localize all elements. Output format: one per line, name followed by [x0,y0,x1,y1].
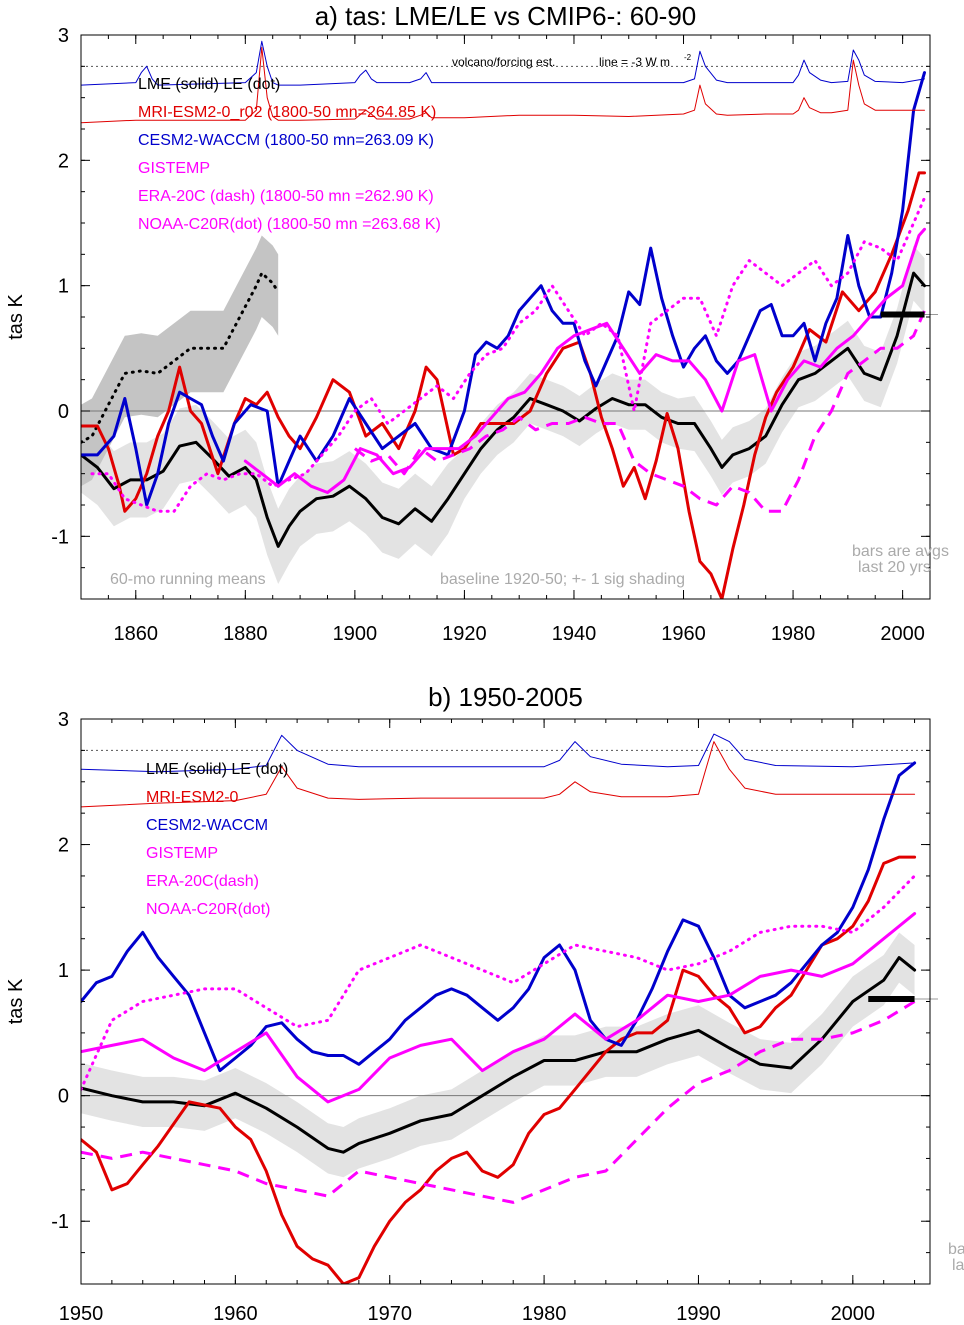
series-noaa [81,874,917,1091]
x-tick-label: 1970 [367,1303,412,1325]
series-volc_blue [81,40,925,86]
y-tick-label: 1 [58,276,69,298]
legend-entry: GISTEMP [146,845,218,862]
series-gistemp [243,227,926,494]
x-tick-label: 1920 [442,623,487,645]
series-noaa [90,196,926,513]
series-volc_red [81,741,916,808]
series-volc_blue [81,733,916,773]
x-tick-label: 1940 [552,623,597,645]
annotation-baseline: baseline 1920-50; +- 1 sig shading [440,571,685,588]
chart-panel-a: 1860 1880 1900 1920 1940 1960 1980 2000 -1 0 1 2 3 a)… [5,1,949,645]
y-axis-label: tas K [5,978,27,1024]
chart-title: b) 1950-2005 [428,682,583,712]
y-tick-label: 2 [58,835,69,857]
annotation-bars2: la [952,1257,964,1274]
annotation-runmean: 60-mo running means [110,571,266,588]
legend-entry: NOAA-C20R(dot) [146,901,270,918]
chart-title: a) tas: LME/LE vs CMIP6-: 60-90 [315,1,696,31]
series-gistemp [81,912,917,1104]
series-cesm [81,761,917,1073]
annotation-bars2: last 20 yrs [858,559,931,576]
x-tick-label: 1960 [661,623,706,645]
y-tick-label: -1 [51,526,69,548]
y-tick-label: 0 [58,1086,69,1108]
x-tick-label: 1980 [522,1303,567,1325]
series-era20c [353,310,926,513]
legend-entry: MRI-ESM2-0 [146,789,239,806]
shading-lme [81,245,925,584]
plot-area [81,733,930,1284]
y-tick-label: -1 [51,1211,69,1233]
y-tick-label: 3 [58,709,69,731]
y-axis-label: tas K [5,294,27,340]
annotation-forcing_sup: -2 [684,53,692,62]
y-tick-label: 3 [58,25,69,47]
y-tick-label: 2 [58,150,69,172]
x-tick-label: 2000 [880,623,925,645]
series-mri [81,855,917,1284]
annotation-forcing: line = -3 W m [599,55,670,69]
x-tick-label: 2000 [831,1303,876,1325]
x-tick-label: 1900 [333,623,378,645]
plot-area [81,40,930,599]
x-tick-label: 1980 [771,623,816,645]
series-era20c [81,1000,916,1204]
annotation-bars1: bars are avgs [852,543,949,560]
x-tick-label: 1880 [223,623,268,645]
x-tick-label: 1950 [59,1303,104,1325]
legend-entry: CESM2-WACCM (1800-50 mn=263.09 K) [138,132,434,149]
legend-entry: GISTEMP [138,160,210,177]
x-tick-label: 1960 [213,1303,258,1325]
series-lme [81,956,917,1154]
legend-entry: CESM2-WACCM [146,817,268,834]
series-lme [81,271,926,548]
annotation-bars1: ba [948,1241,964,1258]
legend-entry: ERA-20C(dash) [146,873,259,890]
legend-entry: MRI-ESM2-0_r02 (1800-50 mn=264.85 K) [138,104,436,121]
series-volc_red [81,47,925,124]
series-cesm [81,71,926,507]
legend-entry: NOAA-C20R(dot) (1800-50 mn =263.68 K) [138,216,441,233]
y-tick-label: 1 [58,960,69,982]
x-tick-label: 1860 [114,623,159,645]
legend-entry: LME (solid) LE (dot) [146,761,288,778]
series-mri [81,171,926,599]
legend-entry: LME (solid) LE (dot) [138,76,280,93]
x-tick-label: 1990 [676,1303,721,1325]
chart-panel-b: 1950 1960 1970 1980 1990 2000 -1 0 1 2 3 b) 1950-20… [5,682,964,1325]
annotation-volcano: volcano/forcing est. [452,55,555,69]
y-tick-label: 0 [58,401,69,423]
shading-le [81,235,279,487]
shading-lme [81,932,915,1178]
legend-entry: ERA-20C (dash) (1800-50 mn =262.90 K) [138,188,434,205]
